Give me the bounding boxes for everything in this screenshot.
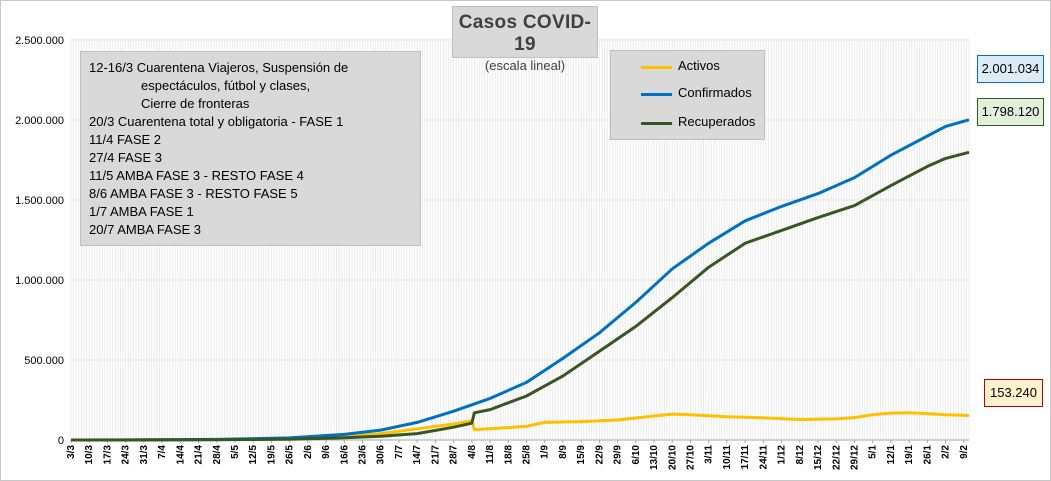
legend-label-activos: Activos (678, 58, 720, 73)
x-tick-label: 6/10 (631, 445, 642, 465)
x-tick-label: 17/3 (102, 445, 113, 465)
note-line: 12-16/3 Cuarentena Viajeros, Suspensión … (89, 60, 349, 75)
y-tick-label: 1.500.000 (15, 195, 64, 207)
x-tick-label: 5/1 (868, 445, 879, 459)
x-tick-label: 5/5 (230, 445, 241, 459)
legend-swatch-confirmados (641, 93, 672, 96)
x-tick-label: 3/11 (704, 445, 715, 464)
x-tick-label: 22/12 (831, 445, 842, 470)
x-axis-ticks: 3/3 10/3 17/3 24/3 31/3 7/4 14/4 21/4 28/4 5/5 12/… (66, 440, 970, 470)
x-tick-label: 10/11 (722, 445, 733, 470)
note-line: espectáculos, fútbol y clases, (141, 78, 311, 93)
series-line-confirmados (70, 118, 970, 442)
note-line: 27/4 FASE 3 (89, 150, 162, 165)
legend: Activos Confirmados Recuperados (610, 50, 765, 140)
y-tick-label: 1.000.000 (15, 275, 64, 287)
activos-end-value: 153.240 (984, 379, 1043, 407)
x-tick-label: 8/9 (558, 445, 569, 459)
note-line: 11/5 AMBA FASE 3 - RESTO FASE 4 (89, 168, 304, 183)
x-tick-label: 2/6 (303, 445, 314, 459)
x-tick-label: 27/10 (685, 445, 696, 470)
x-tick-label: 11/8 (485, 445, 496, 464)
x-tick-label: 10/3 (84, 445, 95, 465)
x-tick-label: 9/6 (321, 445, 332, 459)
x-tick-label: 20/10 (667, 445, 678, 470)
x-tick-label: 3/3 (66, 445, 77, 459)
legend-swatch-recuperados (641, 122, 672, 125)
note-line: 20/7 AMBA FASE 3 (89, 222, 202, 237)
x-tick-label: 13/10 (649, 445, 660, 470)
confirmados-end-value: 2.001.034 (977, 55, 1044, 83)
x-tick-label: 7/7 (394, 445, 405, 459)
y-tick-label: 0 (58, 435, 64, 447)
note-line: 8/6 AMBA FASE 3 - RESTO FASE 5 (89, 186, 298, 201)
x-tick-label: 28/7 (449, 445, 460, 465)
x-tick-label: 12/5 (248, 445, 259, 465)
x-tick-label: 18/8 (503, 445, 514, 465)
x-tick-label: 24/11 (758, 445, 769, 470)
x-tick-label: 15/12 (813, 445, 824, 470)
x-tick-label: 23/6 (358, 445, 369, 465)
x-tick-label: 22/9 (594, 445, 605, 465)
x-tick-label: 12/1 (886, 445, 897, 465)
x-tick-label: 19/1 (904, 445, 915, 465)
legend-swatch-activos (641, 66, 672, 69)
x-tick-label: 14/7 (412, 445, 423, 465)
x-tick-label: 16/6 (339, 445, 350, 465)
chart-subtitle: (escala lineal) (484, 58, 566, 73)
x-tick-label: 15/9 (576, 445, 587, 465)
chart-title: Casos COVID-19 (458, 12, 592, 55)
y-tick-label: 500.000 (24, 355, 64, 367)
note-line: 11/4 FASE 2 (89, 132, 162, 147)
x-tick-label: 14/4 (175, 445, 186, 465)
y-axis-ticks: 0 500.000 1.000.000 1.500.000 2.000.000 2.500… (15, 35, 64, 447)
note-line: 1/7 AMBA FASE 1 (89, 204, 194, 219)
x-tick-label: 21/7 (430, 445, 441, 465)
x-tick-label: 25/8 (522, 445, 533, 465)
x-tick-label: 21/4 (194, 445, 205, 465)
series-line-recuperados (71, 150, 970, 442)
legend-label-recuperados: Recuperados (678, 114, 756, 129)
x-tick-label: 29/12 (849, 445, 860, 470)
x-tick-label: 31/3 (139, 445, 150, 465)
x-tick-label: 26/1 (922, 445, 933, 465)
series-lines (70, 118, 970, 442)
note-line: 20/3 Cuarentena total y obligatoria - FA… (89, 114, 344, 129)
x-tick-label: 9/2 (959, 445, 970, 459)
chart-title-box: Casos COVID-19 (escala lineal) (452, 6, 598, 73)
x-tick-label: 1/9 (540, 445, 551, 459)
x-tick-label: 4/8 (467, 445, 478, 459)
x-tick-label: 28/4 (212, 445, 223, 465)
x-tick-label: 7/4 (157, 445, 168, 459)
note-line: Cierre de fronteras (141, 96, 250, 111)
x-tick-label: 17/11 (740, 445, 751, 470)
y-tick-label: 2.000.000 (15, 115, 64, 127)
x-tick-label: 26/5 (285, 445, 296, 465)
legend-label-confirmados: Confirmados (678, 85, 752, 100)
recuperados-end-value: 1.798.120 (977, 98, 1044, 126)
notes-annotation-box: 12-16/3 Cuarentena Viajeros, Suspensión … (80, 51, 421, 246)
series-line-activos (70, 411, 970, 442)
x-tick-label: 19/5 (266, 445, 277, 465)
x-tick-label: 8/12 (795, 445, 806, 465)
x-tick-label: 24/3 (121, 445, 132, 465)
x-tick-label: 1/12 (777, 445, 788, 465)
x-tick-label: 30/6 (376, 445, 387, 465)
x-tick-label: 29/9 (613, 445, 624, 465)
x-tick-label: 2/2 (941, 445, 952, 459)
y-tick-label: 2.500.000 (15, 35, 64, 47)
